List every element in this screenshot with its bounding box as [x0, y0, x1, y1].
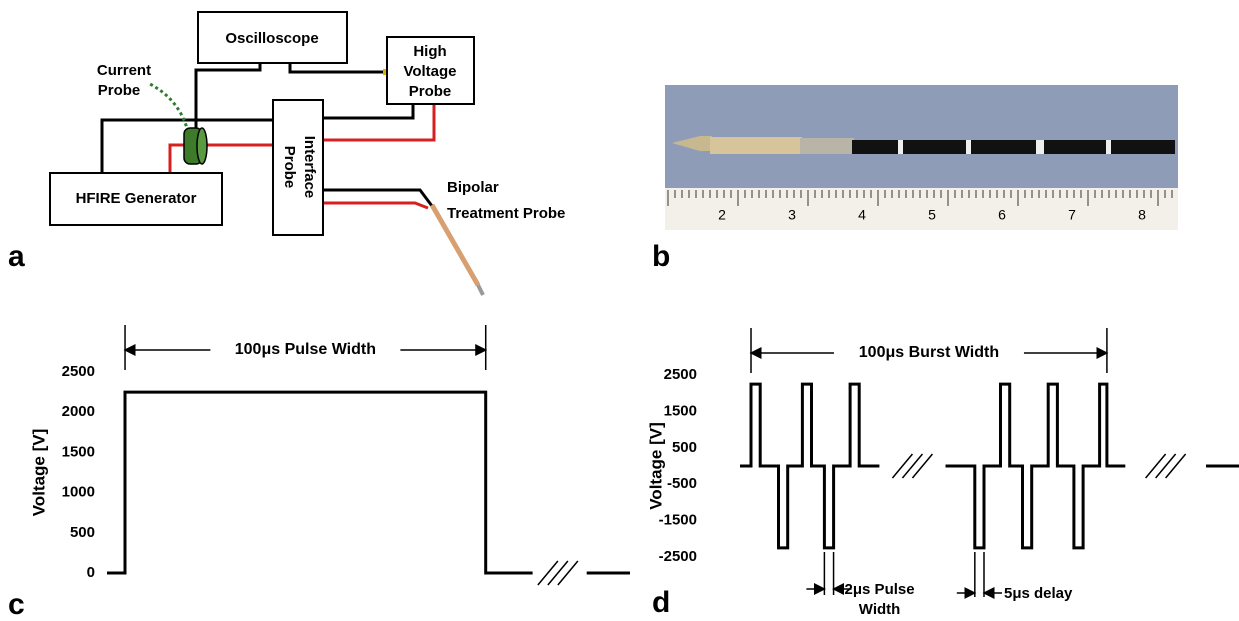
panel-label: c: [8, 588, 25, 621]
axis-break: [912, 454, 932, 478]
y-tick-label: -1500: [659, 512, 697, 529]
probe-photo: b 2 3 4 5 6 7 8: [652, 85, 1178, 273]
setup-diagram: Oscilloscope High Voltage Probe Current …: [8, 12, 565, 295]
y-tick-label: 0: [87, 564, 95, 581]
ruler-number: 8: [1138, 207, 1146, 223]
pulse-note: 2μs Pulse: [845, 581, 915, 598]
interface-label: Probe: [281, 146, 298, 189]
generator-label: HFIRE Generator: [76, 190, 197, 207]
y-tick-label: 1500: [62, 443, 95, 460]
oscilloscope-label: Oscilloscope: [225, 30, 318, 47]
waveform: [740, 384, 1239, 548]
panel-label: a: [8, 240, 25, 273]
ruler-number: 7: [1068, 207, 1076, 223]
treatment-probe-label: Treatment Probe: [447, 205, 565, 222]
ruler-number: 4: [858, 207, 866, 223]
y-axis-label: Voltage [V]: [29, 429, 48, 517]
axis-break: [902, 454, 922, 478]
axis-break: [892, 454, 912, 478]
axis-break: [1146, 454, 1166, 478]
y-tick-label: 2500: [664, 366, 697, 383]
y-tick-label: -2500: [659, 548, 697, 565]
panel-label: d: [652, 586, 670, 619]
annotation: 100μs Pulse Width: [235, 341, 376, 358]
waveform: [107, 392, 630, 573]
hv-probe-label: Probe: [409, 83, 452, 100]
hv-probe-label: Voltage: [403, 63, 456, 80]
y-axis-label: Voltage [V]: [646, 422, 665, 510]
ruler-number: 3: [788, 207, 796, 223]
y-tick-label: 2500: [62, 363, 95, 380]
y-tick-label: 1000: [62, 484, 95, 501]
pulse-note: Width: [859, 601, 901, 618]
figure: Oscilloscope High Voltage Probe Current …: [0, 0, 1239, 621]
y-tick-label: 500: [70, 524, 95, 541]
y-tick-label: 2000: [62, 403, 95, 420]
current-probe-label: Current: [97, 62, 151, 79]
delay-note: 5μs delay: [1004, 585, 1073, 602]
y-tick-label: -500: [667, 475, 697, 492]
panel-label: b: [652, 240, 670, 273]
ruler-number: 5: [928, 207, 936, 223]
axis-break: [548, 561, 568, 585]
axis-break: [1166, 454, 1186, 478]
ruler-number: 2: [718, 207, 726, 223]
current-probe-label: Probe: [98, 82, 141, 99]
y-tick-label: 500: [672, 439, 697, 456]
axis-break: [1156, 454, 1176, 478]
y-tick-label: 1500: [664, 402, 697, 419]
annotation: 100μs Burst Width: [859, 344, 999, 361]
treatment-probe-label: Bipolar: [447, 179, 499, 196]
axis-break: [538, 561, 558, 585]
ruler-number: 6: [998, 207, 1006, 223]
axis-break: [558, 561, 578, 585]
hv-probe-label: High: [413, 43, 446, 60]
interface-label: Interface: [301, 136, 318, 199]
waveforms: 0 500 1000 1500 2000 2500 Voltage [V] c 100μs Pu…: [8, 325, 1239, 621]
